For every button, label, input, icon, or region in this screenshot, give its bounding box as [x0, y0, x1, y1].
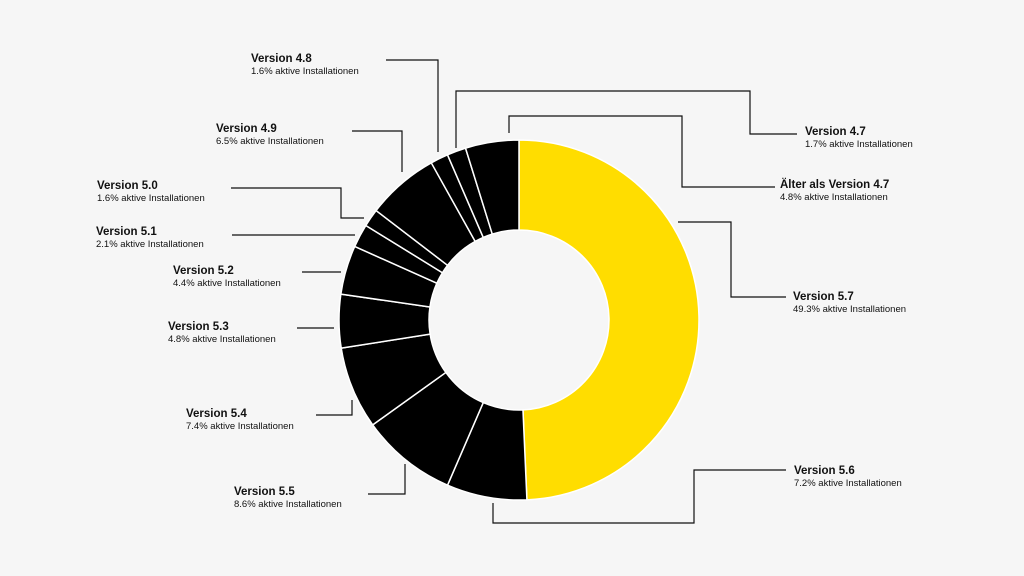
- leader-line-version-5-4: [316, 400, 353, 416]
- slice-labels: Version 5.749.3% aktive Installationen Ve…: [96, 53, 913, 524]
- slice-version-5-7: [518, 139, 700, 501]
- label-version-5-3: Version 5.3: [168, 321, 229, 333]
- value-label-version-5-2: 4.4% aktive Installationen: [173, 278, 281, 289]
- label-version-4-9: Version 4.9: [216, 123, 277, 135]
- label-version-5-6: Version 5.6: [794, 465, 855, 477]
- value-label-version-5-7: 49.3% aktive Installationen: [793, 304, 906, 315]
- value-label-version-5-4: 7.4% aktive Installationen: [186, 421, 294, 432]
- label-version-4-7: Version 4.7: [805, 126, 866, 138]
- label-version-4-8: Version 4.8: [251, 53, 312, 65]
- value-label-version-4-9: 6.5% aktive Installationen: [216, 136, 324, 147]
- label-version-5-4: Version 5.4: [186, 408, 247, 420]
- leader-line-version-5-5: [368, 464, 406, 495]
- value-label-version-5-5: 8.6% aktive Installationen: [234, 499, 342, 510]
- slice-aelter-als-version-4-7: [464, 139, 520, 235]
- value-label-version-4-8: 1.6% aktive Installationen: [251, 66, 359, 77]
- leader-line-version-5-6: [492, 469, 786, 524]
- value-label-aelter-als-version-4-7: 4.8% aktive Installationen: [780, 192, 888, 203]
- leader-line-version-4-7: [455, 90, 797, 148]
- label-version-5-5: Version 5.5: [234, 486, 295, 498]
- leader-line-version-5-7: [678, 221, 786, 298]
- value-label-version-5-6: 7.2% aktive Installationen: [794, 478, 902, 489]
- value-label-version-5-0: 1.6% aktive Installationen: [97, 193, 205, 204]
- label-version-5-7: Version 5.7: [793, 291, 854, 303]
- value-label-version-4-7: 1.7% aktive Installationen: [805, 139, 913, 150]
- value-label-version-5-3: 4.8% aktive Installationen: [168, 334, 276, 345]
- leader-line-version-4-8: [386, 59, 439, 152]
- value-label-version-5-1: 2.1% aktive Installationen: [96, 239, 204, 250]
- leader-line-aelter-als-version-4-7: [508, 115, 775, 188]
- label-aelter-als-version-4-7: Älter als Version 4.7: [780, 178, 889, 191]
- donut-slices: [338, 139, 700, 501]
- label-version-5-0: Version 5.0: [97, 180, 158, 192]
- leader-line-version-4-9: [352, 130, 403, 172]
- leader-line-version-5-0: [231, 187, 364, 219]
- label-version-5-1: Version 5.1: [96, 226, 157, 238]
- label-version-5-2: Version 5.2: [173, 265, 234, 277]
